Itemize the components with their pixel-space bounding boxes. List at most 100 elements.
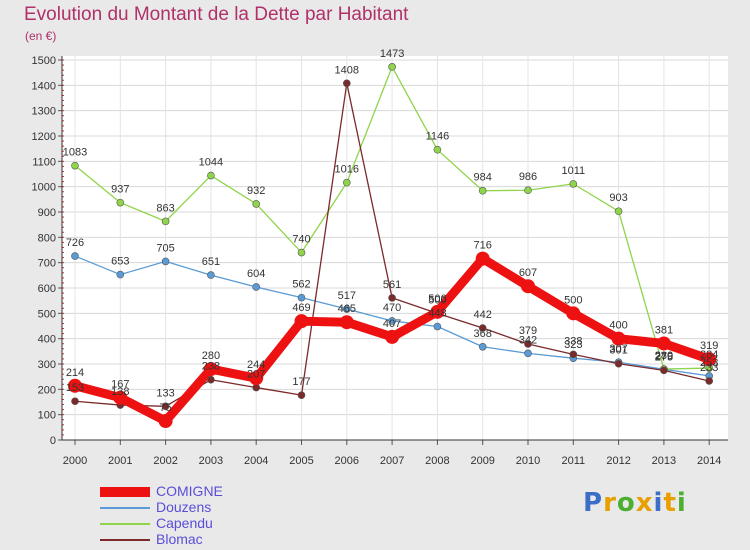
y-tick-label: 700 xyxy=(38,258,56,270)
data-label: 469 xyxy=(292,302,310,314)
y-tick-label: 1500 xyxy=(32,55,56,67)
y-tick-label: 100 xyxy=(38,410,56,422)
data-label: 561 xyxy=(383,279,401,291)
data-point-capendu xyxy=(71,161,79,170)
data-point-douzens xyxy=(342,305,351,313)
logo-letter: x xyxy=(635,488,654,518)
y-tick-label: 900 xyxy=(38,207,56,219)
y-tick-label: 1400 xyxy=(32,80,56,92)
x-tick-label: 2003 xyxy=(199,455,223,467)
data-label: 448 xyxy=(428,308,446,320)
y-tick-label: 1200 xyxy=(32,131,56,143)
data-label: 607 xyxy=(519,267,537,279)
legend-swatch-capendu xyxy=(100,523,150,525)
data-label: 238 xyxy=(202,361,220,373)
data-label: 319 xyxy=(700,340,718,352)
data-label: 937 xyxy=(111,184,129,196)
y-tick-label: 0 xyxy=(50,435,56,447)
axes: 0 100 200 300 400 500 600 700 800 900 1000 1100 1200… xyxy=(32,55,728,467)
data-label: 1011 xyxy=(561,165,585,177)
data-point-capendu xyxy=(388,63,396,71)
data-point-comigne xyxy=(702,352,717,367)
y-tick-label: 1100 xyxy=(32,156,56,168)
data-label: 275 xyxy=(655,351,673,363)
x-tick-label: 2008 xyxy=(425,455,449,467)
logo-letter: o xyxy=(616,488,636,518)
logo-letter: i xyxy=(653,488,664,518)
x-tick-label: 2009 xyxy=(470,455,494,467)
data-point-comigne xyxy=(430,304,445,319)
data-point-capendu xyxy=(569,180,578,188)
data-point-blomac xyxy=(297,391,306,399)
x-tick-label: 2007 xyxy=(380,455,404,467)
line-chart: 0 100 200 300 400 500 600 700 800 900 1000 1100 1200… xyxy=(32,48,728,467)
data-point-capendu xyxy=(433,145,442,154)
data-point-capendu xyxy=(297,248,306,257)
chart-title: Evolution du Montant de la Dette par Hab… xyxy=(24,4,409,25)
data-point-blomac xyxy=(524,340,532,348)
data-label: 903 xyxy=(609,192,627,204)
data-point-comigne xyxy=(68,378,82,393)
x-tick-label: 2010 xyxy=(516,455,540,467)
data-label: 177 xyxy=(292,376,310,388)
legend-item-capendu[interactable]: Capendu xyxy=(100,515,340,532)
data-label: 279 xyxy=(655,350,673,362)
y-tick-label: 1300 xyxy=(32,106,56,118)
data-label: 1146 xyxy=(426,131,450,143)
data-label: 506 xyxy=(428,293,446,305)
plot-area xyxy=(62,56,728,440)
data-label: 500 xyxy=(428,294,446,306)
legend-swatch-blomac xyxy=(100,539,150,541)
data-point-douzens xyxy=(207,271,215,279)
logo-letter: P xyxy=(583,488,604,518)
data-point-blomac xyxy=(161,402,170,411)
data-label: 244 xyxy=(247,359,265,371)
data-label: 133 xyxy=(156,387,174,399)
data-point-blomac xyxy=(342,79,351,88)
data-label: 379 xyxy=(519,325,537,337)
data-label: 442 xyxy=(474,309,492,321)
data-point-douzens xyxy=(524,349,532,358)
data-label: 381 xyxy=(655,324,673,336)
data-label: 400 xyxy=(609,320,627,332)
data-point-blomac xyxy=(478,324,487,332)
data-point-capendu xyxy=(614,207,623,216)
data-label: 301 xyxy=(609,345,627,357)
data-label: 253 xyxy=(700,357,718,369)
data-label: 517 xyxy=(338,290,356,302)
data-label: 984 xyxy=(474,172,492,184)
data-label: 863 xyxy=(156,202,174,214)
data-point-douzens xyxy=(116,270,125,279)
data-label: 1408 xyxy=(335,64,359,76)
data-label: 167 xyxy=(111,379,129,391)
data-point-blomac xyxy=(207,375,215,384)
data-label: 1044 xyxy=(199,157,223,169)
data-labels: 726 653 705 651 604 562 517 470 448 368 342 323 307 2… xyxy=(63,48,719,414)
data-point-comigne xyxy=(113,390,128,405)
proxiti-logo: Proxiti xyxy=(583,488,687,518)
data-label: 470 xyxy=(383,302,401,314)
data-label: 1083 xyxy=(63,147,87,159)
data-label: 651 xyxy=(202,256,220,268)
data-label: 604 xyxy=(247,268,265,280)
data-point-comigne xyxy=(521,279,535,294)
y-tick-label: 500 xyxy=(38,308,56,320)
x-tick-label: 2005 xyxy=(289,455,313,467)
legend-item-douzens[interactable]: Douzens xyxy=(100,499,340,516)
data-point-comigne xyxy=(566,306,581,321)
data-point-comigne xyxy=(339,315,354,330)
data-label: 368 xyxy=(474,328,492,340)
data-point-douzens xyxy=(71,252,79,260)
x-tick-label: 2001 xyxy=(108,455,132,467)
legend-item-comigne[interactable]: COMIGNE xyxy=(100,483,340,500)
legend-item-blomac[interactable]: Blomac xyxy=(100,531,340,548)
data-point-comigne xyxy=(203,362,218,377)
x-tick-label: 2002 xyxy=(153,455,177,467)
data-label: 986 xyxy=(519,171,537,183)
data-label: 153 xyxy=(66,382,84,394)
data-point-capendu xyxy=(207,171,215,180)
data-label: 726 xyxy=(66,237,84,249)
y-tick-label: 800 xyxy=(38,232,56,244)
data-label: 214 xyxy=(66,367,84,379)
x-tick-label: 2004 xyxy=(244,455,268,467)
